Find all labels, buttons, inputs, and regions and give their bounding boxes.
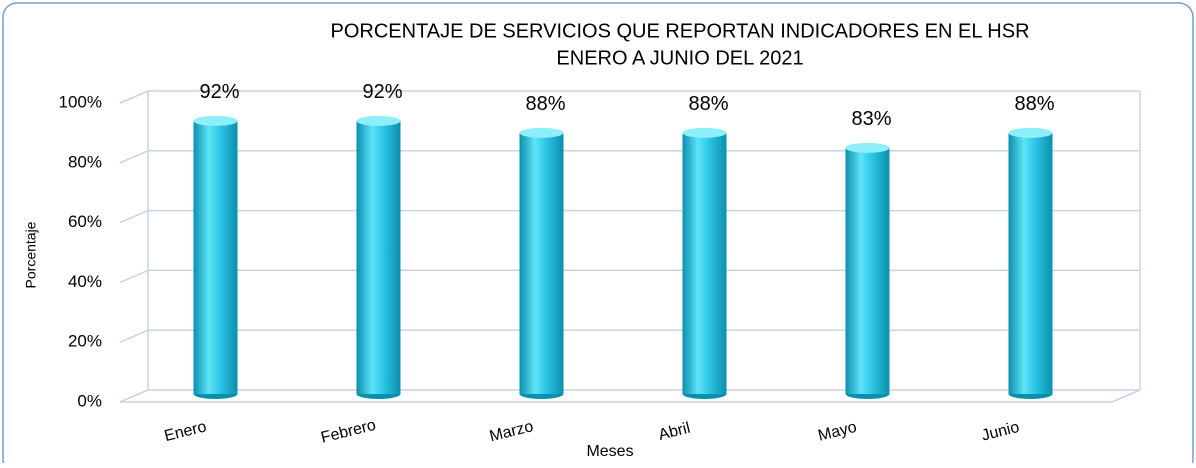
bar — [845, 147, 890, 394]
bar-top — [1008, 127, 1053, 138]
y-tick-label: 20% — [68, 332, 102, 351]
y-tick-label: 0% — [77, 391, 102, 410]
y-axis-title: Porcentaje — [23, 221, 39, 288]
bar-top — [845, 142, 890, 153]
chart-subtitle: ENERO A JUNIO DEL 2021 — [556, 47, 803, 69]
chart-title: PORCENTAJE DE SERVICIOS QUE REPORTAN IND… — [330, 20, 1029, 42]
x-axis-title: Meses — [586, 443, 633, 460]
bar-top — [682, 127, 727, 138]
bar — [1008, 132, 1053, 394]
floor-edge — [1111, 389, 1141, 403]
bar — [356, 120, 401, 395]
bar-top — [356, 115, 401, 126]
y-tick-label: 40% — [68, 272, 102, 291]
grid-line — [119, 329, 149, 343]
y-tick-label: 100% — [59, 92, 102, 111]
grid-line — [119, 209, 149, 224]
grid-line — [119, 389, 149, 403]
bar — [193, 120, 238, 395]
bar — [682, 132, 727, 394]
value-label: 92% — [199, 81, 239, 103]
grid-line — [119, 269, 149, 284]
value-label: 88% — [525, 93, 565, 115]
value-label: 92% — [362, 81, 402, 103]
bar-top — [193, 115, 238, 126]
bar — [519, 132, 564, 394]
grid-line — [119, 90, 149, 104]
y-tick-label: 60% — [68, 212, 102, 231]
value-label: 88% — [1014, 93, 1054, 115]
y-tick-label: 80% — [68, 152, 102, 171]
value-label: 88% — [688, 93, 728, 115]
value-label: 83% — [851, 108, 891, 130]
bar-top — [519, 127, 564, 138]
grid-line — [119, 150, 149, 164]
